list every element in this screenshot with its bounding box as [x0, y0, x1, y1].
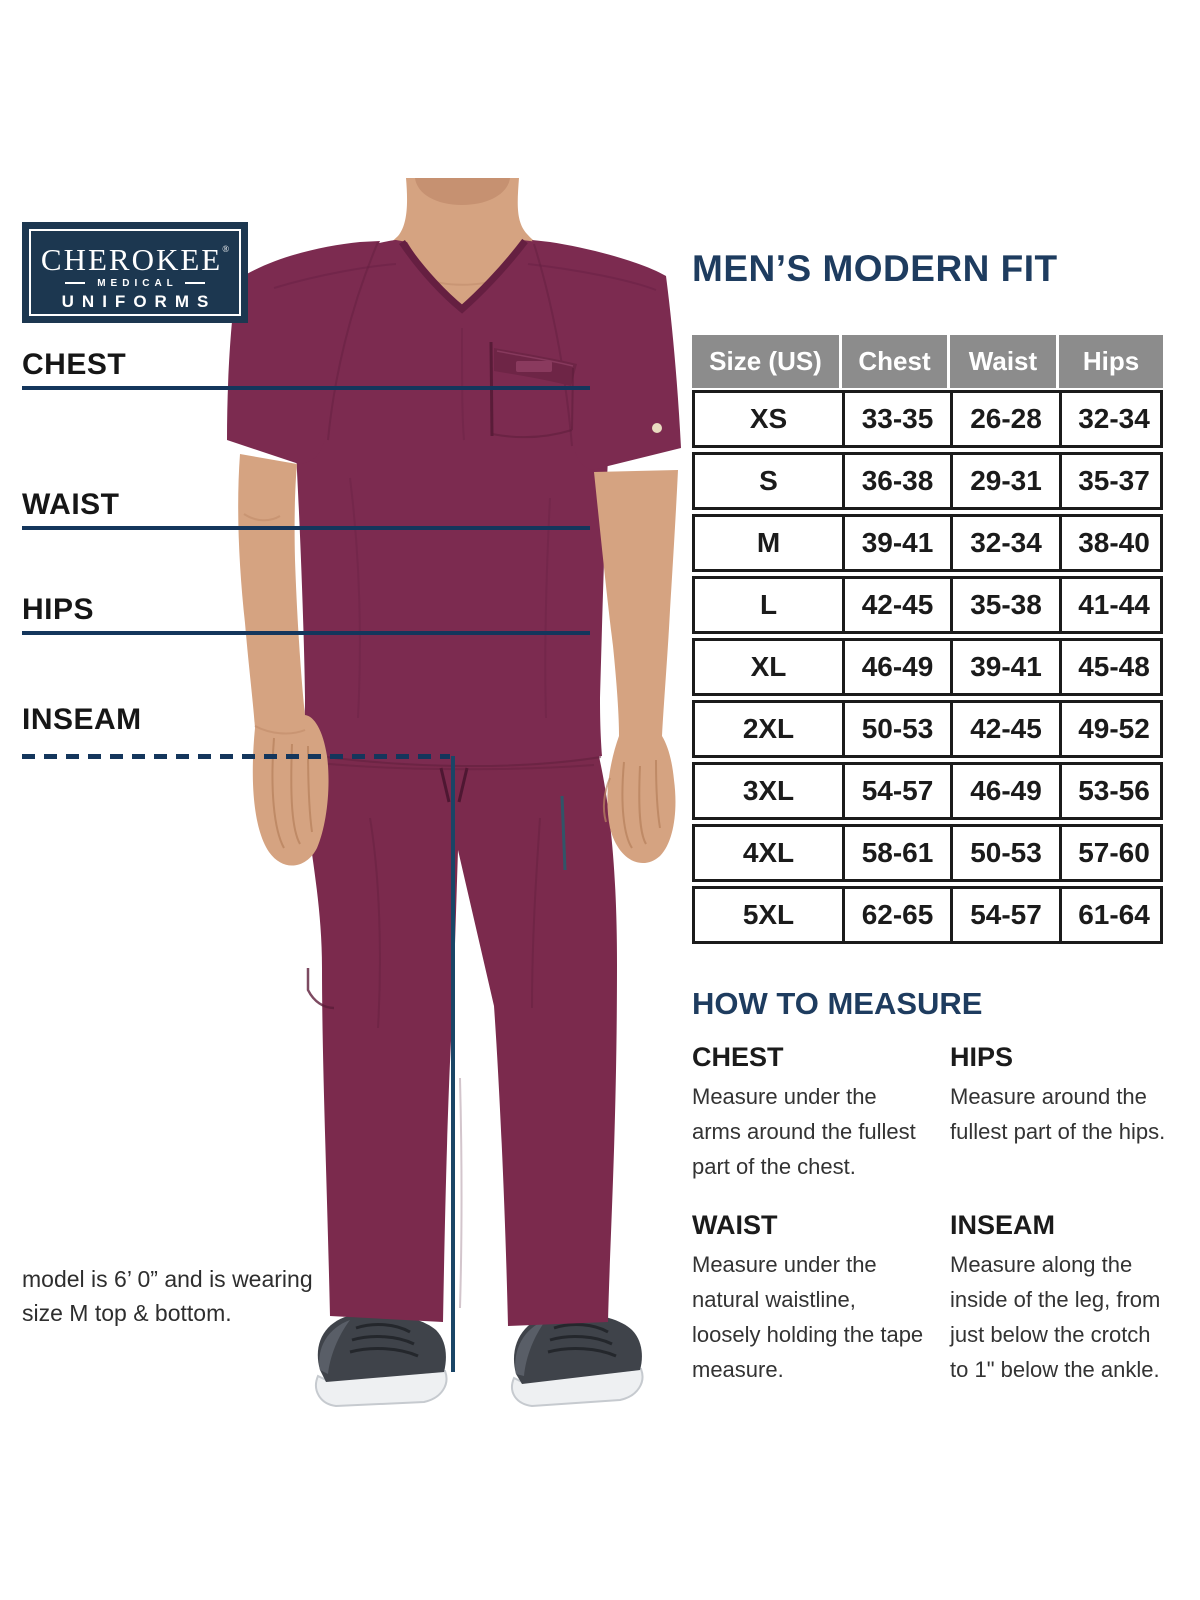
- measurement-cell: 45-48: [1059, 641, 1166, 693]
- table-header-cell: Size (US): [709, 346, 822, 376]
- size-table-body: XS 33-35 26-28 32-34 S 36-38 29-31 35-37 M 39-41 3…: [692, 390, 1163, 944]
- inseam-dashed-line: [22, 754, 450, 759]
- measurement-cell: 53-56: [1059, 765, 1166, 817]
- table-header-cell: Waist: [947, 335, 1056, 388]
- measure-section-text: Measure along the inside of the leg, fro…: [950, 1252, 1161, 1382]
- measurement-cell: 32-34: [1059, 393, 1166, 445]
- table-row: XS 33-35 26-28 32-34: [692, 390, 1163, 448]
- measure-section-heading: INSEAM: [950, 1210, 1056, 1240]
- measure-section: HIPS Measure around the fullest part of t…: [950, 1042, 1168, 1184]
- logo-medical-label: MEDICAL: [97, 277, 178, 289]
- model-note-line1: model is 6’ 0” and is wearing: [22, 1266, 313, 1292]
- measurement-cell: 57-60: [1059, 827, 1166, 879]
- measurement-cell: 36-38: [842, 455, 950, 507]
- medical-dash-right: [184, 282, 205, 284]
- measurement-cell: 38-40: [1059, 517, 1166, 569]
- measure-section-text: Measure under the natural waistline, loo…: [692, 1252, 924, 1382]
- measurement-cell: 58-61: [842, 827, 950, 879]
- chest-label: CHEST: [22, 348, 127, 381]
- registered-mark: ®: [222, 243, 230, 254]
- measure-grid: CHEST Measure under the arms around the f…: [692, 1042, 1172, 1387]
- size-table: Size (US) Chest Waist Hips XS 33-35 26-28 32-3…: [692, 335, 1163, 944]
- scrub-pants: [304, 746, 617, 1326]
- logo-brand-name: CHEROKEE®: [40, 241, 230, 277]
- size-cell: 2XL: [742, 713, 795, 744]
- size-table-header: Size (US) Chest Waist Hips: [692, 335, 1163, 388]
- logo-uniforms-label: UNIFORMS: [61, 291, 217, 311]
- waist-label: WAIST: [22, 488, 120, 521]
- chest-measure-line: [22, 386, 590, 390]
- measurement-cell: 26-28: [950, 393, 1059, 445]
- table-header-cell: Hips: [1056, 335, 1163, 388]
- table-row: S 36-38 29-31 35-37: [692, 452, 1163, 510]
- measurement-cell: 39-41: [950, 641, 1059, 693]
- hips-label: HIPS: [22, 593, 95, 626]
- waist-measure-line: [22, 526, 590, 530]
- table-row: 5XL 62-65 54-57 61-64: [692, 886, 1163, 944]
- measurement-cell: 32-34: [950, 517, 1059, 569]
- measure-section: WAIST Measure under the natural waistline…: [692, 1210, 950, 1387]
- measurement-cell: 35-37: [1059, 455, 1166, 507]
- measurement-cell: 54-57: [842, 765, 950, 817]
- measure-section-text: Measure under the arms around the fulles…: [692, 1084, 916, 1179]
- measure-section: CHEST Measure under the arms around the f…: [692, 1042, 950, 1184]
- size-cell: 3XL: [742, 775, 795, 806]
- model-note-line2: size M top & bottom.: [22, 1300, 232, 1326]
- size-cell: M: [756, 527, 781, 558]
- medical-dash-left: [65, 282, 86, 284]
- size-cell: 4XL: [742, 837, 795, 868]
- measurement-cell: 62-65: [842, 889, 950, 941]
- table-row: 2XL 50-53 42-45 49-52: [692, 700, 1163, 758]
- page-title: MEN’S MODERN FIT: [692, 248, 1058, 289]
- size-cell: XL: [750, 651, 787, 682]
- measurement-cell: 33-35: [842, 393, 950, 445]
- table-row: L 42-45 35-38 41-44: [692, 576, 1163, 634]
- table-row: XL 46-49 39-41 45-48: [692, 638, 1163, 696]
- measure-section: INSEAM Measure along the inside of the le…: [950, 1210, 1168, 1387]
- measure-section-heading: CHEST: [692, 1042, 784, 1072]
- measurement-cell: 50-53: [950, 827, 1059, 879]
- size-cell: XS: [749, 403, 788, 434]
- cherokee-logo-inner-border: CHEROKEE® MEDICAL UNIFORMS: [29, 229, 241, 316]
- measure-section-heading: HIPS: [950, 1042, 1014, 1072]
- measurement-cell: 42-45: [950, 703, 1059, 755]
- size-cell: S: [759, 465, 778, 496]
- measurement-cell: 39-41: [842, 517, 950, 569]
- model-photo-figure: [227, 178, 681, 1408]
- how-to-measure-title: HOW TO MEASURE: [692, 986, 983, 1021]
- measurement-cell: 46-49: [950, 765, 1059, 817]
- measurement-cell: 50-53: [842, 703, 950, 755]
- measurement-cell: 41-44: [1059, 579, 1166, 631]
- measurement-cell: 46-49: [842, 641, 950, 693]
- model-arms: [238, 454, 678, 866]
- table-header-cell: Chest: [839, 335, 947, 388]
- sleeve-snap-detail: [652, 423, 662, 433]
- measurement-cell: 42-45: [842, 579, 950, 631]
- inseam-vertical-line: [451, 756, 455, 1372]
- size-cell: L: [759, 589, 778, 620]
- measure-section-text: Measure around the fullest part of the h…: [950, 1084, 1166, 1144]
- table-row: M 39-41 32-34 38-40: [692, 514, 1163, 572]
- measurement-cell: 61-64: [1059, 889, 1166, 941]
- shoes: [315, 1312, 644, 1408]
- measurement-cell: 54-57: [950, 889, 1059, 941]
- cherokee-logo: CHEROKEE® MEDICAL UNIFORMS: [22, 222, 248, 323]
- measurement-cell: 35-38: [950, 579, 1059, 631]
- size-cell: 5XL: [742, 899, 795, 930]
- measure-section-heading: WAIST: [692, 1210, 778, 1240]
- table-row: 4XL 58-61 50-53 57-60: [692, 824, 1163, 882]
- model-note: model is 6’ 0” and is wearing size M top…: [22, 1262, 313, 1330]
- measurement-cell: 49-52: [1059, 703, 1166, 755]
- inseam-label: INSEAM: [22, 703, 142, 736]
- table-row: 3XL 54-57 46-49 53-56: [692, 762, 1163, 820]
- measurement-cell: 29-31: [950, 455, 1059, 507]
- hips-measure-line: [22, 631, 590, 635]
